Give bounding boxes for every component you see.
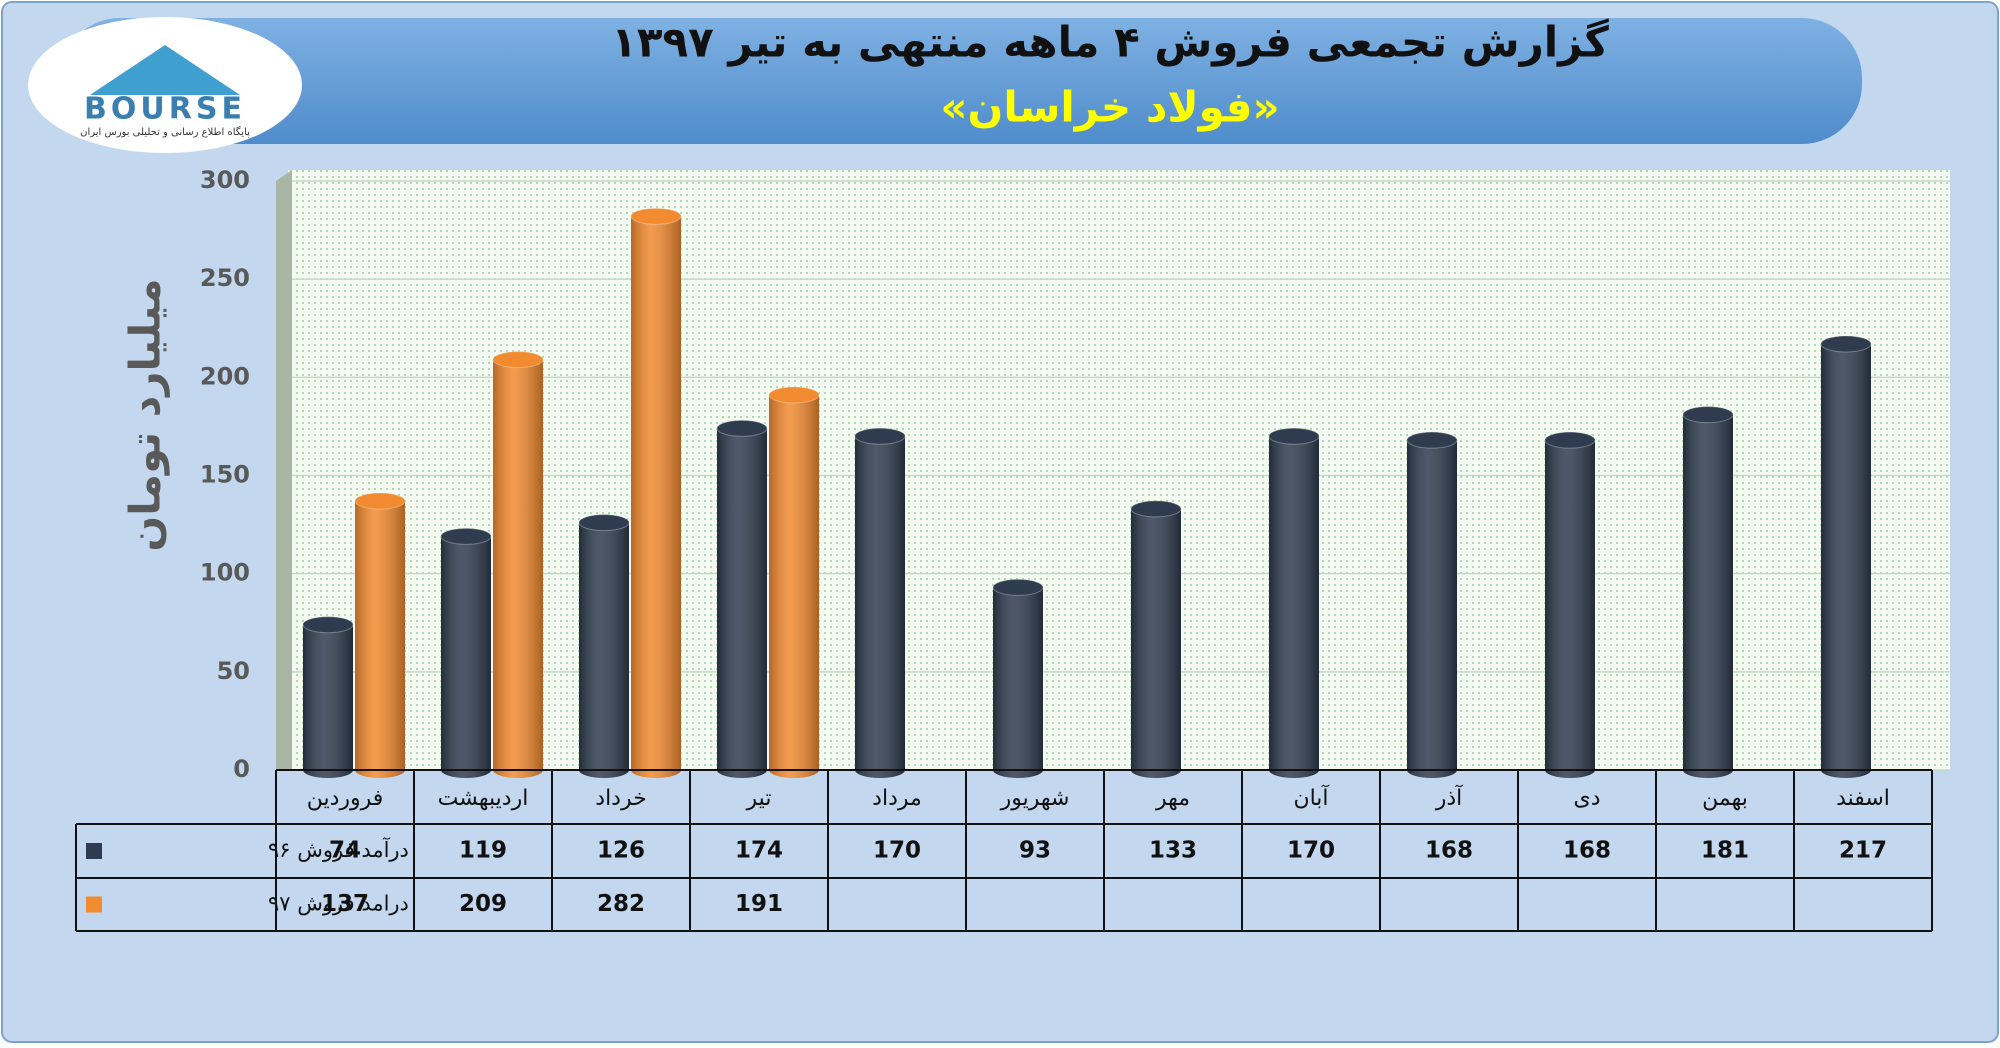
bar-top	[578, 514, 630, 532]
bar-shading	[1407, 432, 1457, 778]
bar-shading	[1269, 428, 1319, 778]
x-tick-label: آبان	[1293, 784, 1329, 811]
table-value: 133	[1149, 838, 1197, 864]
legend-swatch	[86, 843, 102, 859]
bar-shading	[355, 493, 405, 778]
bar-shading	[1821, 335, 1871, 778]
x-tick-label: تیر	[746, 786, 772, 811]
x-tick-label: مرداد	[872, 786, 922, 811]
bar-shading	[579, 514, 629, 778]
table-value: 137	[321, 891, 369, 917]
bar-top	[1268, 427, 1320, 445]
table-value: 170	[1287, 838, 1335, 864]
legend-label: درآمد فروش ۹۶	[268, 837, 409, 862]
table-value: 174	[735, 838, 783, 864]
bar-shading	[717, 420, 767, 778]
bar-top	[854, 427, 906, 445]
chart-title: گزارش تجمعی فروش ۴ ماهه منتهی به تیر ۱۳۹…	[611, 18, 1609, 68]
plot-area	[288, 170, 1950, 770]
bar-top	[1820, 335, 1872, 353]
y-tick-label: 100	[200, 559, 250, 587]
table-value: 74	[329, 838, 361, 864]
x-tick-label: دی	[1573, 786, 1600, 811]
bar-shading	[993, 579, 1043, 778]
bar-shading	[1545, 432, 1595, 778]
bar-top	[716, 419, 768, 437]
y-axis-label: میلیارد تومان	[121, 278, 171, 551]
bar-top	[630, 207, 682, 225]
legend-label: درامد فروش ۹۷	[268, 892, 409, 916]
bar-top	[1130, 500, 1182, 518]
x-tick-label: خرداد	[595, 786, 646, 811]
x-tick-label: اردیبهشت	[438, 786, 529, 811]
x-tick-label: آذر	[1435, 784, 1463, 811]
header-banner	[60, 18, 1862, 144]
table-value: 168	[1425, 838, 1473, 864]
y-tick-label: 250	[200, 264, 250, 292]
bar-shading	[303, 616, 353, 778]
bar-shading	[1131, 500, 1181, 778]
table-value: 168	[1563, 838, 1611, 864]
bar-top	[302, 616, 354, 634]
x-tick-label: اسفند	[1836, 786, 1890, 811]
x-tick-label: شهریور	[1000, 786, 1070, 811]
bar-top	[768, 386, 820, 404]
bar-top	[492, 351, 544, 369]
bar-top	[1406, 431, 1458, 449]
y-tick-label: 200	[200, 362, 250, 390]
table-value: 191	[735, 891, 783, 917]
table-value: 170	[873, 838, 921, 864]
table-value: 126	[597, 838, 645, 864]
bar-shading	[493, 351, 543, 778]
table-value: 282	[597, 891, 645, 917]
chart-subtitle: «فولاد خراسان»	[940, 83, 1279, 133]
bar-top	[1544, 431, 1596, 449]
table-value: 209	[459, 891, 507, 917]
bar-top	[440, 527, 492, 545]
bar-top	[1682, 406, 1734, 424]
table-value: 181	[1701, 838, 1749, 864]
bar-shading	[855, 428, 905, 778]
legend-swatch	[86, 896, 102, 913]
bar-top	[992, 578, 1044, 596]
bar-shading	[631, 208, 681, 779]
y-tick-label: 150	[200, 461, 250, 489]
logo-icon	[90, 45, 240, 95]
x-tick-label: مهر	[1155, 786, 1190, 811]
x-tick-label: بهمن	[1702, 786, 1748, 811]
bar-shading	[769, 387, 819, 778]
bar-shading	[441, 528, 491, 778]
y-tick-label: 300	[200, 166, 250, 194]
table-value: 119	[459, 838, 507, 864]
side-wall	[276, 170, 292, 770]
bar-shading	[1683, 406, 1733, 778]
logo-text: BOURSE	[84, 92, 246, 127]
logo-tagline: پایگاه اطلاع رسانی و تحلیلی بورس ایران	[80, 126, 250, 138]
y-tick-label: 0	[233, 755, 250, 783]
x-tick-label: فروردین	[307, 786, 384, 811]
y-tick-label: 50	[217, 657, 250, 685]
table-value: 93	[1019, 838, 1051, 864]
table-value: 217	[1839, 838, 1887, 864]
bar-top	[354, 492, 406, 510]
